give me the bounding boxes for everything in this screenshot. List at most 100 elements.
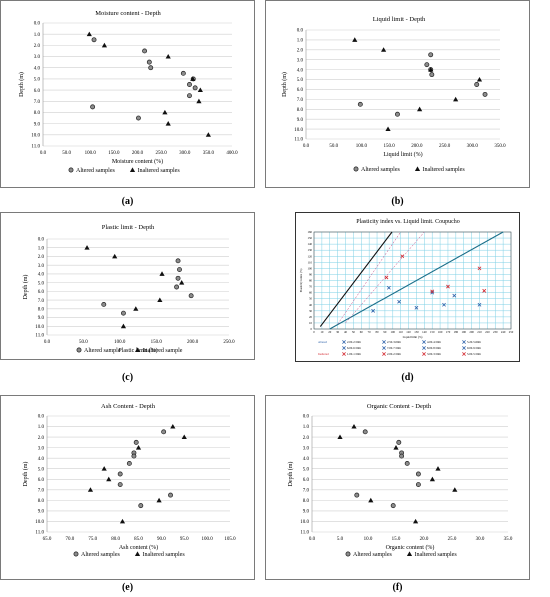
x-tick-label: 100.0	[85, 151, 97, 156]
legend-label: Altered samples	[361, 167, 400, 173]
y-tick-label: 1.0	[297, 39, 304, 44]
chart-frame-b: 0.0 1.0 2.0 3.0 4.0 5.0 6.0 7.0 8.0 9.0 10.0 11.0 0.…	[265, 0, 530, 188]
data-point-triangle	[165, 121, 171, 126]
data-point-triangle	[87, 487, 94, 492]
legend-entry: 2.50-3.00m	[387, 340, 401, 344]
y-tick-label: 140	[308, 242, 313, 246]
data-point-triangle	[435, 466, 441, 471]
panel-label: (d)	[401, 372, 414, 383]
x-tick-label: 10	[320, 330, 324, 334]
legend-marker-triangle	[135, 347, 141, 352]
data-point-triangle	[162, 109, 168, 115]
y-tick-label: 130	[308, 248, 313, 252]
x-tick-label: 300.0	[179, 151, 191, 156]
data-point-triangle	[157, 297, 163, 303]
x-tick-label: 250.0	[223, 340, 235, 345]
chart-frame-a: 0.0 1.0 2.0 3.0 4.0 5.0 6.0 7.0 8.0 9.0 10.0 11.0 0.…	[0, 0, 255, 188]
x-tick-label: 0	[313, 330, 315, 334]
data-point-triangle	[196, 98, 202, 104]
x-tick-label: 400.0	[226, 151, 238, 156]
legend-marker	[382, 340, 386, 344]
y-tick-label: 6.0	[38, 290, 45, 295]
data-point-circle	[474, 82, 480, 87]
legend-marker-circle	[345, 551, 351, 557]
x-tick-label: 210	[477, 330, 482, 334]
data-point-circle	[120, 310, 126, 316]
x-tick-label: 30	[336, 330, 340, 334]
data-point-circle	[395, 111, 400, 117]
data-point-circle	[424, 62, 430, 68]
y-tick-label: 9.0	[34, 122, 41, 127]
data-point-circle	[177, 267, 182, 272]
data-point-circle	[429, 72, 435, 78]
x-tick-label: 100.0	[114, 340, 126, 345]
data-point-circle	[192, 85, 198, 91]
data-point-circle	[399, 453, 405, 459]
y-tick-label: 11.0	[35, 334, 44, 339]
y-axis-label: Depth (m)	[22, 275, 29, 300]
x-tick-label: 60	[360, 330, 364, 334]
x-tick-label: 230	[493, 330, 498, 334]
data-point-triangle	[429, 476, 435, 482]
y-axis-label: Plasticity index (%)	[299, 269, 303, 293]
liquid-limit-depth-chart: 0.01.02.03.04.05.06.07.08.09.010.011.00.…	[281, 16, 506, 173]
data-point-circle	[168, 492, 173, 498]
x-tick-label: 105.0	[224, 537, 236, 542]
data-point-circle	[404, 461, 410, 466]
y-tick-label: 1.0	[38, 425, 45, 430]
panel-label: (f)	[392, 582, 403, 593]
y-tick-label: 4.0	[34, 66, 41, 71]
legend-marker	[422, 352, 426, 356]
data-point-triangle	[381, 47, 387, 52]
data-point-circle	[187, 93, 192, 99]
y-tick-label: 4.0	[297, 68, 304, 73]
data-point-circle	[188, 293, 194, 299]
legend-entry: 7.00-7.50m	[387, 346, 401, 350]
data-point-circle	[90, 104, 96, 110]
x-tick-label: 25.0	[448, 537, 457, 542]
data-point-triangle	[197, 87, 203, 93]
data-point-triangle	[181, 434, 187, 440]
y-tick-label: 60	[309, 291, 313, 295]
data-point-triangle	[205, 132, 211, 137]
x-tick-label: 350.0	[203, 151, 215, 156]
y-tick-label: 4.0	[38, 457, 45, 462]
panel-d: Plasticity index vs. Liquid limit. Coupu…	[295, 212, 520, 362]
x-tick-label: 120	[406, 330, 411, 334]
y-tick-label: 11.0	[35, 531, 44, 536]
x-tick-label: 0.0	[44, 340, 51, 345]
chart-frame-d: Plasticity index vs. Liquid limit. Coupu…	[295, 212, 520, 362]
y-tick-label: 11.0	[294, 138, 303, 143]
data-point-circle	[146, 59, 152, 65]
data-point-triangle	[165, 53, 171, 59]
x-tick-label: 0.0	[40, 151, 47, 156]
x-tick-label: 85.0	[134, 537, 143, 542]
chart-title: Ash Content - Depth	[101, 403, 156, 410]
legend-marker	[382, 346, 386, 350]
y-axis-label: Depth (m)	[18, 72, 25, 97]
data-point-triangle	[351, 423, 357, 429]
legend-marker	[462, 346, 466, 350]
y-tick-label: 3.0	[38, 446, 45, 451]
data-point-triangle	[385, 126, 391, 132]
y-tick-label: 3.0	[38, 264, 45, 269]
data-point-triangle	[352, 37, 358, 42]
y-tick-label: 2.0	[38, 436, 45, 441]
y-tick-label: 50	[309, 297, 313, 301]
data-point-circle	[354, 492, 360, 498]
y-tick-label: 2.0	[303, 436, 310, 441]
legend-marker-circle	[353, 166, 359, 172]
plot-border	[313, 231, 512, 330]
y-tick-label: 150	[308, 236, 313, 240]
y-axis-label: Depth (m)	[281, 72, 288, 97]
panel-label: (c)	[121, 372, 134, 383]
legend-entry: 3.00-3.50m	[427, 352, 441, 356]
data-point-triangle	[417, 106, 423, 112]
data-point-triangle	[120, 323, 127, 329]
y-tick-label: 160	[308, 230, 313, 234]
x-tick-label: 20	[328, 330, 332, 334]
y-axis-label: Depth (m)	[287, 462, 294, 487]
x-tick-label: 70.0	[66, 537, 75, 542]
data-point-triangle	[119, 518, 126, 524]
data-point-triangle	[393, 445, 399, 450]
